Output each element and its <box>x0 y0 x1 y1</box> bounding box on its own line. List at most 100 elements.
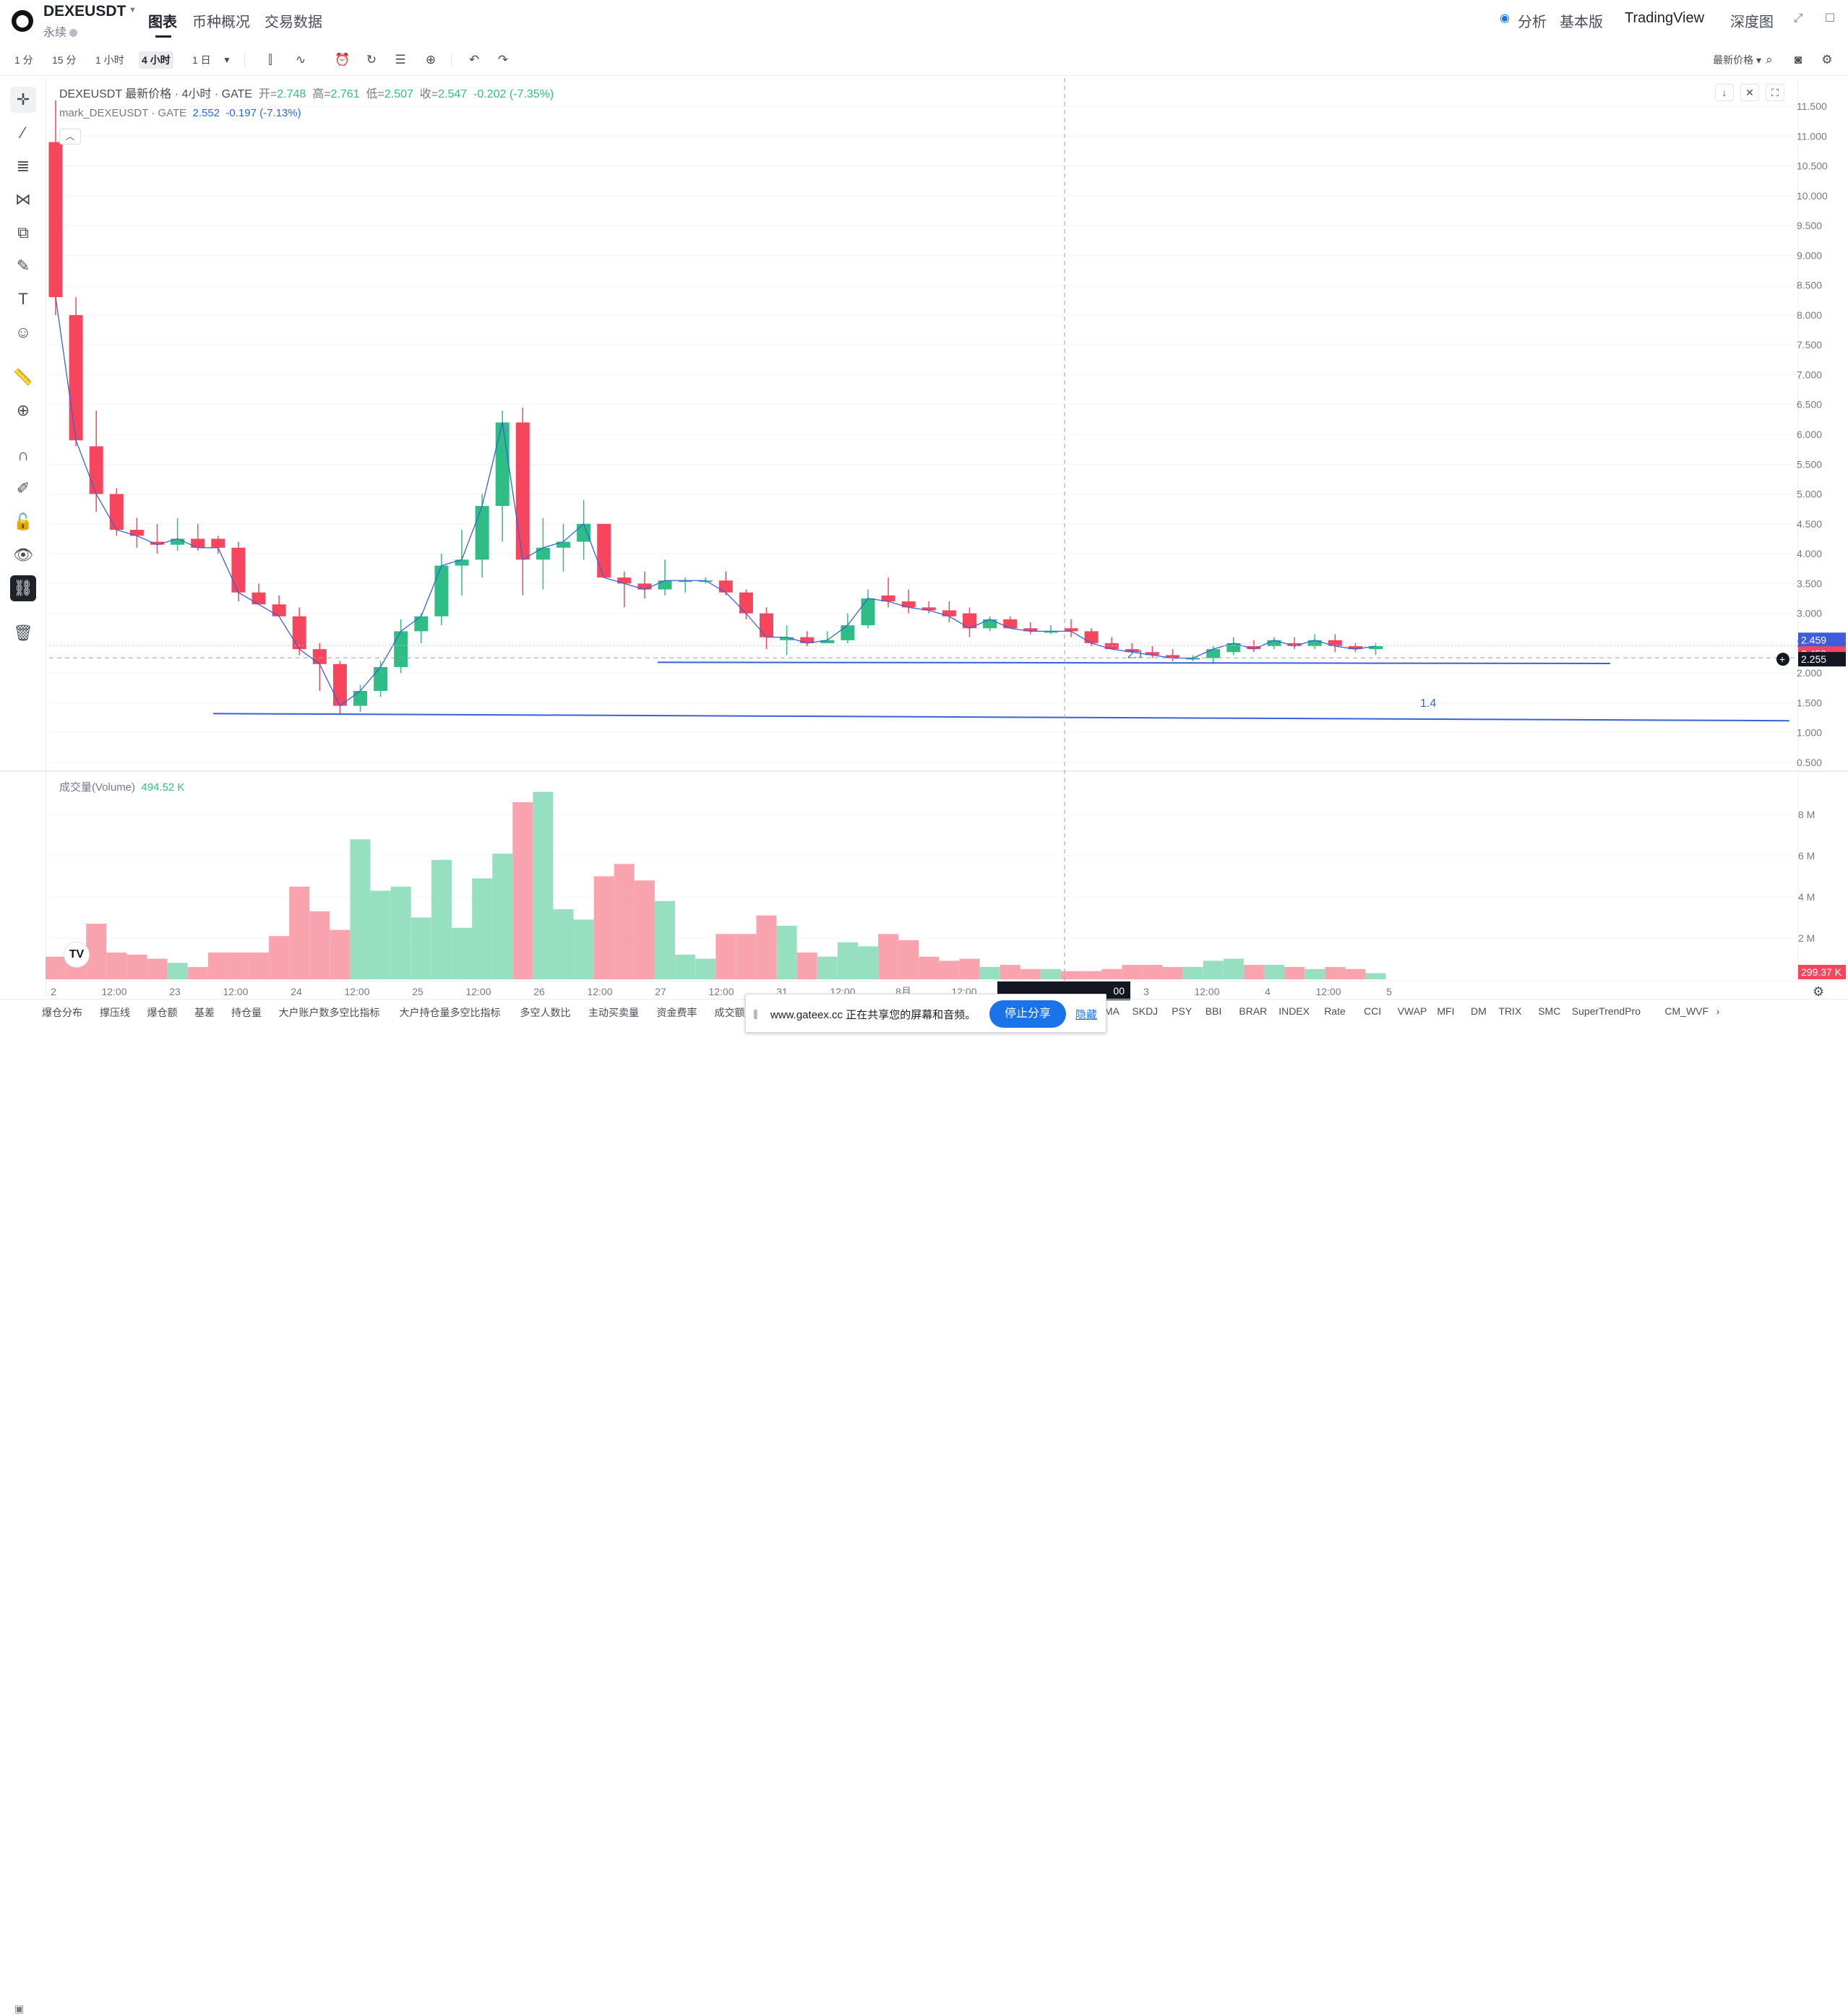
analysis-button[interactable]: 分析 <box>1518 14 1547 30</box>
trash-icon[interactable]: 🗑 <box>13 624 33 642</box>
indicator-item[interactable]: TRIX <box>1498 1005 1522 1017</box>
stop-share-button[interactable]: 停止分享 <box>989 1000 1066 1028</box>
eye-icon[interactable]: 👁 <box>13 546 33 564</box>
tradingview-logo[interactable]: TV <box>64 942 90 968</box>
layout-icon[interactable]: ☰ <box>395 53 406 66</box>
redo-icon[interactable]: ↷ <box>497 53 509 66</box>
collapse-legend-button[interactable]: ︿ <box>59 129 81 145</box>
add-plus-icon[interactable]: ⊕ <box>425 53 437 66</box>
symbol-selector[interactable]: DEXEUSDT <box>43 3 126 20</box>
download-icon[interactable]: ↓ <box>1715 84 1734 101</box>
indicator-item[interactable]: 撑压线 <box>100 1007 130 1018</box>
gear-icon[interactable]: ⚙ <box>1813 984 1825 999</box>
indicator-item[interactable]: CCI <box>1364 1005 1382 1017</box>
indicator-item[interactable]: 资金费率 <box>656 1007 697 1018</box>
replay-icon[interactable]: ↻ <box>366 53 377 66</box>
chevron-right-icon[interactable]: › <box>1716 1005 1720 1017</box>
screen-share-bar: ||| www.gateex.cc 正在共享您的屏幕和音频。 停止分享 隐藏 <box>745 994 1106 1033</box>
candle-body <box>963 613 976 629</box>
y-tick-label: 1.000 <box>1797 727 1822 739</box>
zoom-in-icon[interactable]: ⊕ <box>16 401 30 419</box>
indicator-item[interactable]: BRAR <box>1239 1005 1268 1017</box>
lock-drawing-icon[interactable]: ✐ <box>16 479 30 497</box>
indicator-item[interactable]: MA <box>1104 1005 1119 1017</box>
brush-icon[interactable]: ✎ <box>16 257 30 275</box>
interval-1d[interactable]: 1 日 <box>192 54 211 66</box>
tab-trading-data[interactable]: 交易数据 <box>265 14 322 30</box>
indicator-item[interactable]: 大户账户数多空比指标 <box>278 1007 380 1018</box>
emoji-icon[interactable]: ☺ <box>14 323 32 341</box>
indicator-item[interactable]: Rate <box>1324 1005 1346 1017</box>
interval-15m[interactable]: 15 分 <box>52 54 77 66</box>
gear-icon[interactable]: ⚙ <box>1821 53 1833 66</box>
info-icon[interactable] <box>69 29 78 38</box>
crosshair-icon[interactable]: ✛ <box>10 87 36 113</box>
interval-1h[interactable]: 1 小时 <box>95 54 124 66</box>
volume-label: 成交量(Volume) <box>59 781 136 794</box>
tab-coin-overview[interactable]: 币种概况 <box>192 14 250 30</box>
indicator-item[interactable]: VWAP <box>1397 1005 1427 1017</box>
pattern-icon[interactable]: ⋈ <box>15 190 31 208</box>
search-icon[interactable]: ⌕ <box>1766 53 1773 66</box>
y-tick-label: 2.000 <box>1797 667 1822 679</box>
indicator-item[interactable]: 多空人数比 <box>520 1007 571 1018</box>
x-tick-label: 5 <box>1386 986 1392 997</box>
candle-body <box>1023 628 1038 632</box>
camera-icon[interactable]: ◙ <box>1794 53 1802 66</box>
indicators-icon[interactable]: ∿ <box>295 53 306 66</box>
indicator-item[interactable]: INDEX <box>1278 1005 1310 1017</box>
chevron-down-icon[interactable]: ▼ <box>223 55 231 65</box>
indicator-item[interactable]: SKDJ <box>1132 1005 1159 1017</box>
indicator-item[interactable]: CM_WVF <box>1664 1005 1709 1017</box>
calendar-icon[interactable]: ▣ <box>14 2003 25 2014</box>
link-icon[interactable]: ⛓ <box>10 575 36 601</box>
fullscreen-icon[interactable]: ☐ <box>1824 12 1836 25</box>
drag-handle-icon[interactable]: ||| <box>753 1008 758 1019</box>
undo-icon[interactable]: ↶ <box>468 53 480 66</box>
ruler-icon[interactable]: 📏 <box>13 368 33 386</box>
indicator-item[interactable]: PSY <box>1172 1005 1192 1017</box>
basic-view-button[interactable]: 基本版 <box>1560 14 1603 30</box>
indicator-item[interactable]: BBI <box>1205 1005 1222 1017</box>
indicator-bar: ▣ 爆仓分布 撑压线 爆仓额 基差 持仓量 大户账户数多空比指标 大户持仓量多空比指标 多空人… <box>0 999 1848 2014</box>
trendline-icon[interactable]: ⁄ <box>22 124 25 142</box>
expand-icon[interactable]: ⤢ <box>1793 12 1803 25</box>
indicator-item[interactable]: SuperTrendPro <box>1571 1005 1641 1017</box>
fib-retracement-icon[interactable]: ≣ <box>16 157 30 175</box>
indicator-item[interactable]: 持仓量 <box>231 1007 262 1018</box>
collapse-icon[interactable]: ✕ <box>1740 84 1759 101</box>
volume-bar <box>492 854 513 979</box>
alert-icon[interactable]: ⏰ <box>335 53 351 66</box>
depth-chart-button[interactable]: 深度图 <box>1730 14 1774 30</box>
candle-type-icon[interactable]: ⫿ <box>268 53 272 66</box>
indicator-item[interactable]: 爆仓分布 <box>42 1007 82 1018</box>
indicator-item[interactable]: 基差 <box>194 1007 215 1018</box>
indicator-item[interactable]: 主动买卖量 <box>588 1007 639 1018</box>
price-chart[interactable]: 2.1 1.4 11.500 11.000 10.500 10.000 9.500 9.00… <box>0 0 1848 1039</box>
candle-body <box>698 580 713 583</box>
text-icon[interactable]: T <box>18 290 28 308</box>
volume-tick-label: 4 M <box>1798 891 1815 903</box>
maximize-icon[interactable]: ⛶ <box>1766 84 1784 101</box>
indicator-item[interactable]: SMC <box>1538 1005 1561 1017</box>
interval-1m[interactable]: 1 分 <box>14 54 33 66</box>
lock-icon[interactable]: 🔓 <box>13 512 33 530</box>
tab-chart[interactable]: 图表 <box>148 14 177 30</box>
volume-bar <box>249 952 269 979</box>
indicator-item[interactable]: 大户持仓量多空比指标 <box>399 1007 501 1018</box>
volume-bar <box>452 927 472 979</box>
analysis-icon[interactable]: ◉ <box>1500 12 1510 25</box>
y-tick-label: 1.500 <box>1797 697 1822 708</box>
volume-bar <box>289 886 310 979</box>
prediction-icon[interactable]: ⧉ <box>17 223 29 241</box>
tradingview-button[interactable]: TradingView <box>1625 10 1705 26</box>
indicator-item[interactable]: DM <box>1471 1005 1487 1017</box>
hide-share-link[interactable]: 隐藏 <box>1075 1009 1098 1021</box>
magnet-icon[interactable]: ∩ <box>17 446 29 464</box>
volume-bar <box>959 958 980 979</box>
price-mode-selector[interactable]: 最新价格 ▾ <box>1713 54 1761 66</box>
chevron-down-icon[interactable]: ▼ <box>129 6 137 14</box>
indicator-item[interactable]: MFI <box>1437 1005 1455 1017</box>
interval-4h[interactable]: 4 小时 <box>139 51 173 69</box>
indicator-item[interactable]: 爆仓额 <box>147 1007 178 1018</box>
